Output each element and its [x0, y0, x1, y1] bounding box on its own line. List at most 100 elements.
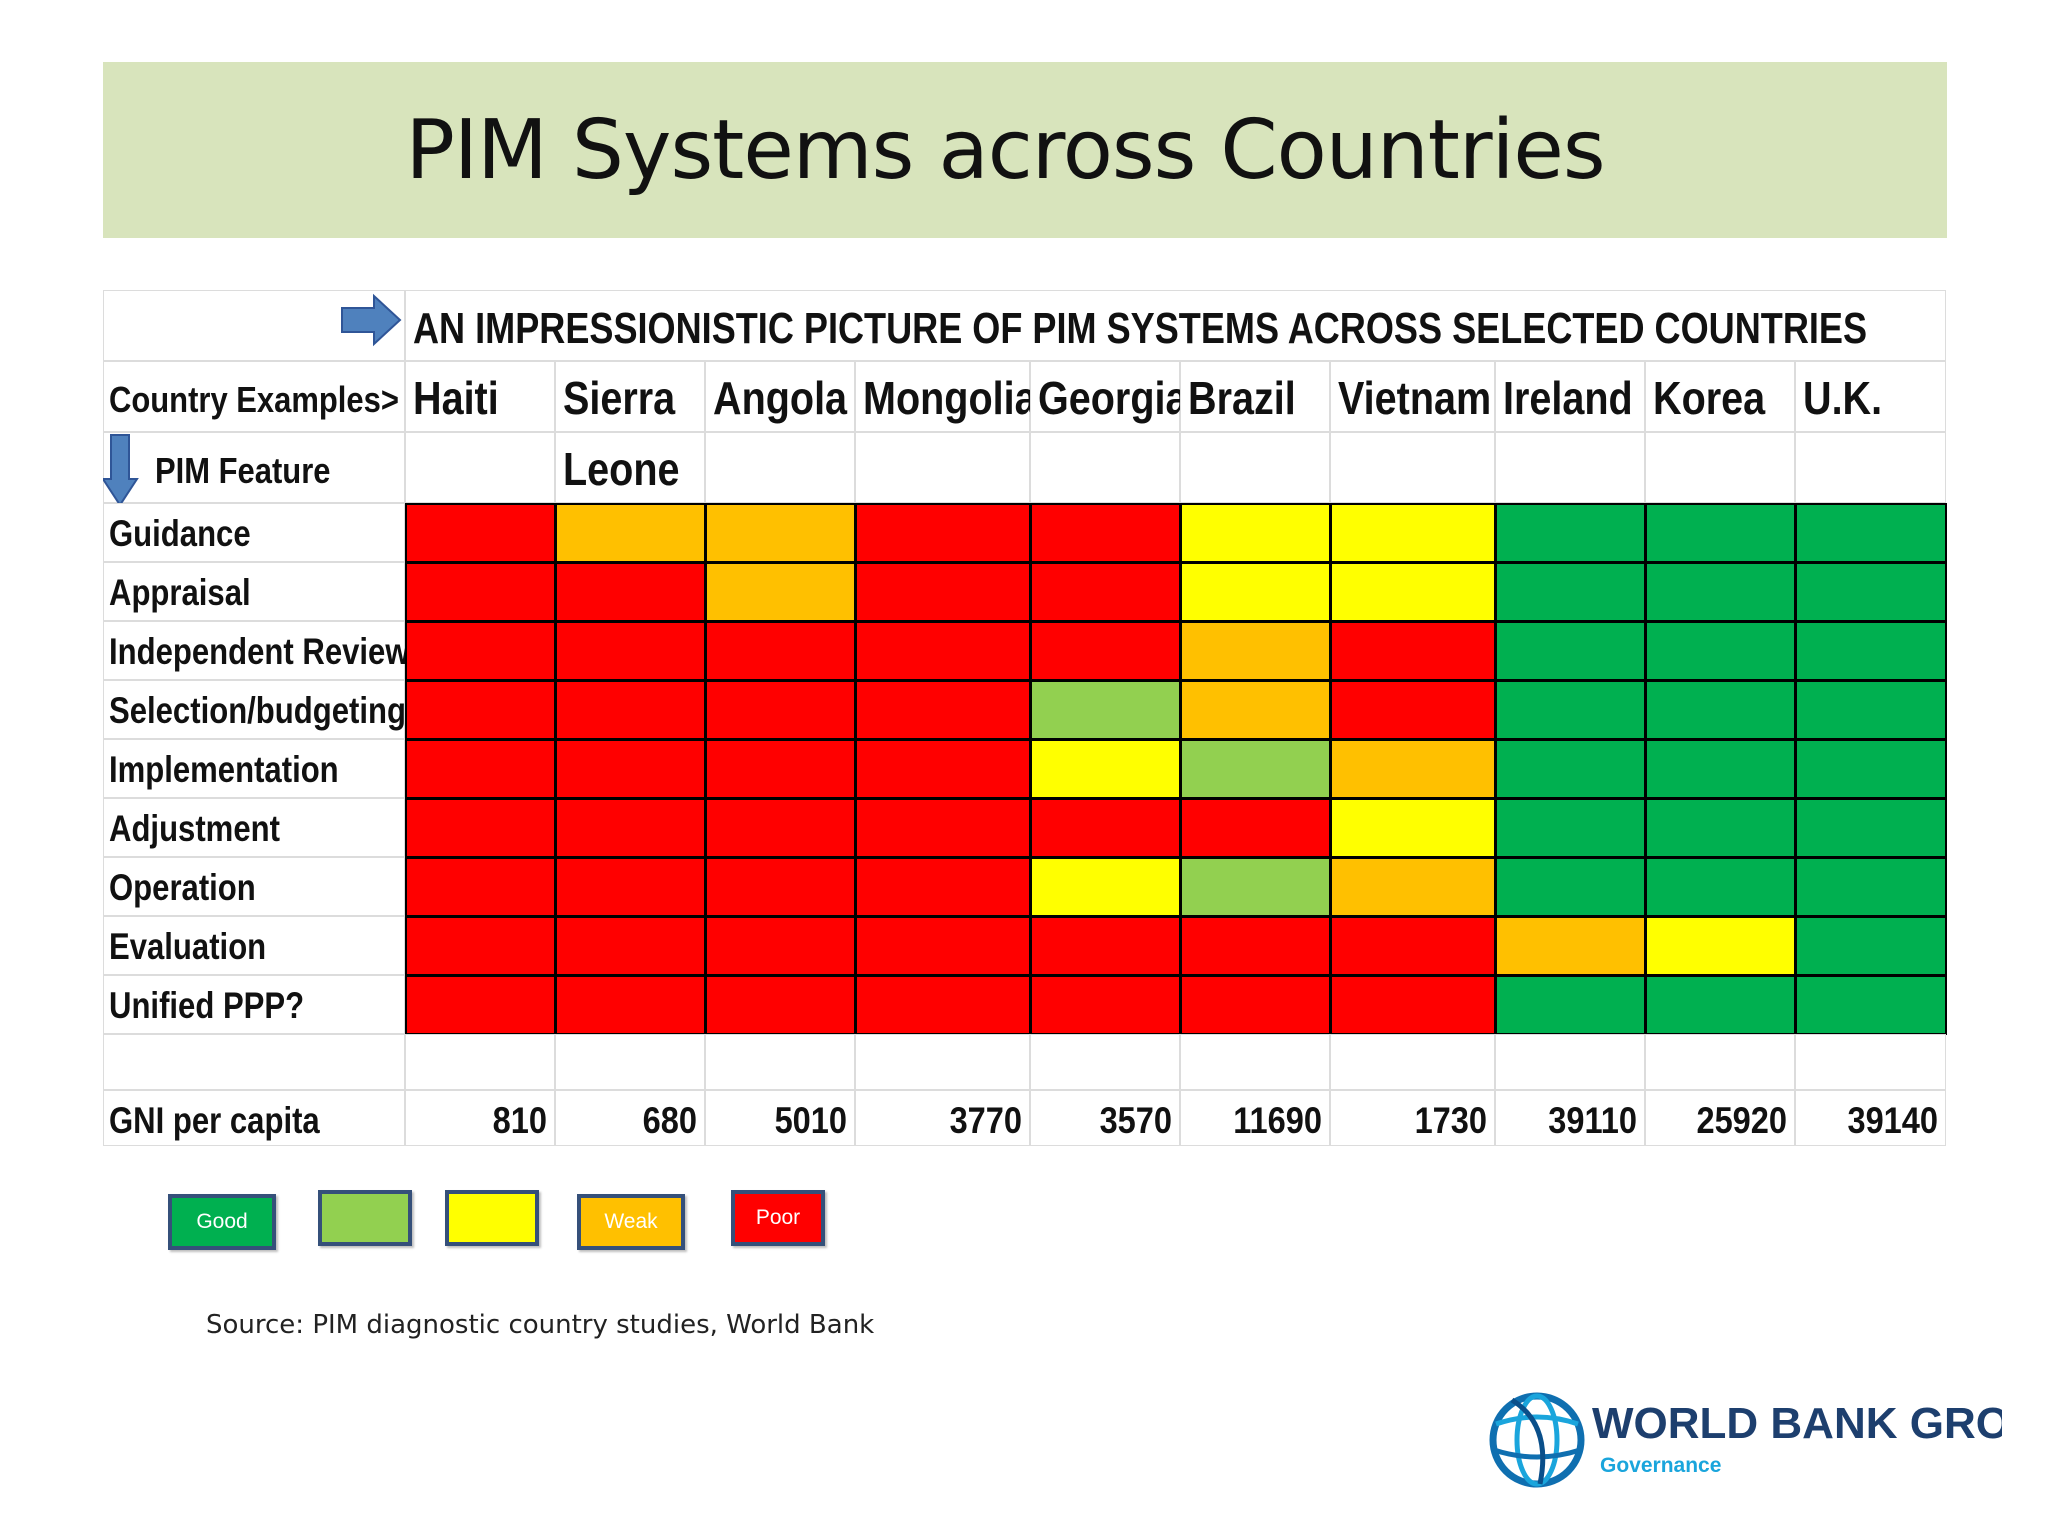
gni-value-cell	[1180, 1090, 1330, 1146]
heatmap-cell	[1030, 503, 1181, 563]
country-header-cell	[855, 361, 1030, 432]
feature-label-cell	[103, 739, 405, 798]
heatmap-cell	[1330, 975, 1496, 1035]
heatmap-cell	[1795, 621, 1947, 681]
country-name: Vietnam	[1338, 372, 1492, 424]
heatmap-cell	[705, 621, 856, 681]
heatmap-cell	[555, 916, 706, 976]
heatmap-cell	[1645, 621, 1796, 681]
heatmap-cell	[1030, 739, 1181, 799]
heatmap-cell	[1645, 739, 1796, 799]
heatmap-cell	[555, 857, 706, 917]
gni-value-cell	[705, 1090, 855, 1146]
heatmap-cell	[405, 857, 556, 917]
heatmap-cell	[1495, 503, 1646, 563]
country-header-cell	[1645, 361, 1795, 432]
heatmap-cell	[1795, 562, 1947, 622]
legend-swatch	[318, 1190, 412, 1246]
gni-label-cell	[103, 1090, 405, 1146]
country-header-cell-line2	[1180, 432, 1330, 503]
legend-swatch	[445, 1190, 539, 1246]
gni-value-cell	[1330, 1090, 1495, 1146]
gni-value: 3570	[1099, 1100, 1172, 1141]
heatmap-cell	[1495, 916, 1646, 976]
country-name: U.K.	[1803, 372, 1883, 424]
feature-label: Independent Review	[109, 631, 410, 672]
heatmap-cell	[555, 798, 706, 858]
heatmap-cell	[855, 857, 1031, 917]
spacer-cell	[705, 1034, 855, 1090]
chart-title-cell	[405, 290, 1946, 361]
country-name: Korea	[1653, 372, 1766, 424]
heatmap-cell	[1180, 739, 1331, 799]
heatmap-cell	[705, 857, 856, 917]
feature-label: Guidance	[109, 513, 251, 554]
heatmap-cell	[555, 621, 706, 681]
legend-swatch: Good	[168, 1194, 276, 1250]
feature-label-cell	[103, 503, 405, 562]
slide-title: PIM Systems across Countries	[405, 102, 1605, 198]
heatmap-cell	[855, 680, 1031, 740]
heatmap-cell	[1645, 857, 1796, 917]
legend-swatch: Weak	[577, 1194, 685, 1250]
spacer-cell	[103, 1034, 405, 1090]
heatmap-cell	[1495, 798, 1646, 858]
heatmap-cell	[855, 975, 1031, 1035]
heatmap-cell	[1645, 680, 1796, 740]
heatmap-cell	[1795, 916, 1947, 976]
country-header-cell	[705, 361, 855, 432]
heatmap-cell	[1330, 916, 1496, 976]
heatmap-cell	[705, 798, 856, 858]
globe-icon	[1489, 1392, 1585, 1488]
heatmap-cell	[1180, 857, 1331, 917]
heatmap-cell	[855, 916, 1031, 976]
spacer-cell	[855, 1034, 1030, 1090]
heatmap-cell	[855, 739, 1031, 799]
heatmap-cell	[405, 503, 556, 563]
country-name: Georgia	[1038, 372, 1188, 424]
gni-value-cell	[855, 1090, 1030, 1146]
feature-label-cell	[103, 562, 405, 621]
heatmap-cell	[1180, 916, 1331, 976]
feature-label: Appraisal	[109, 572, 251, 613]
heatmap-cell	[1495, 975, 1646, 1035]
heatmap-cell	[1180, 621, 1331, 681]
country-name: Sierra	[563, 372, 676, 424]
heatmap-cell	[1330, 680, 1496, 740]
feature-label: Evaluation	[109, 926, 267, 967]
heatmap-cell	[1795, 503, 1947, 563]
heatmap-cell	[855, 798, 1031, 858]
heatmap-cell	[1645, 798, 1796, 858]
heatmap-cell	[405, 798, 556, 858]
world-bank-logo: WORLD BANK GROUP Governance	[1489, 1392, 2002, 1488]
gni-value-cell	[555, 1090, 705, 1146]
heatmap-cell	[1645, 916, 1796, 976]
chart-title: AN IMPRESSIONISTIC PICTURE OF PIM SYSTEM…	[413, 304, 1868, 353]
heatmap-cell	[855, 562, 1031, 622]
logo-name: WORLD BANK GROUP	[1592, 1399, 2002, 1448]
arrow-down-icon	[103, 434, 139, 507]
heatmap-cell	[1495, 562, 1646, 622]
heatmap-cell	[1795, 798, 1947, 858]
heatmap-cell	[705, 916, 856, 976]
heatmap-cell	[1180, 680, 1331, 740]
country-header-cell-line2	[1495, 432, 1645, 503]
feature-label-cell	[103, 857, 405, 916]
gni-value-cell	[1495, 1090, 1645, 1146]
country-header-cell-line2	[855, 432, 1030, 503]
source-note: Source: PIM diagnostic country studies, …	[206, 1310, 875, 1340]
heatmap-cell	[1330, 857, 1496, 917]
heatmap-cell	[1645, 562, 1796, 622]
country-name-line2: Leone	[563, 443, 680, 495]
heatmap-cell	[555, 975, 706, 1035]
heatmap-cell	[555, 739, 706, 799]
gni-value: 39110	[1548, 1100, 1637, 1141]
country-header-cell-line2	[1030, 432, 1180, 503]
feature-header-label: PIM Feature	[155, 450, 331, 491]
country-header-cell	[1495, 361, 1645, 432]
heatmap-cell	[1030, 916, 1181, 976]
heatmap-cell	[1180, 975, 1331, 1035]
heatmap-cell	[555, 503, 706, 563]
country-header-cell-line2	[705, 432, 855, 503]
